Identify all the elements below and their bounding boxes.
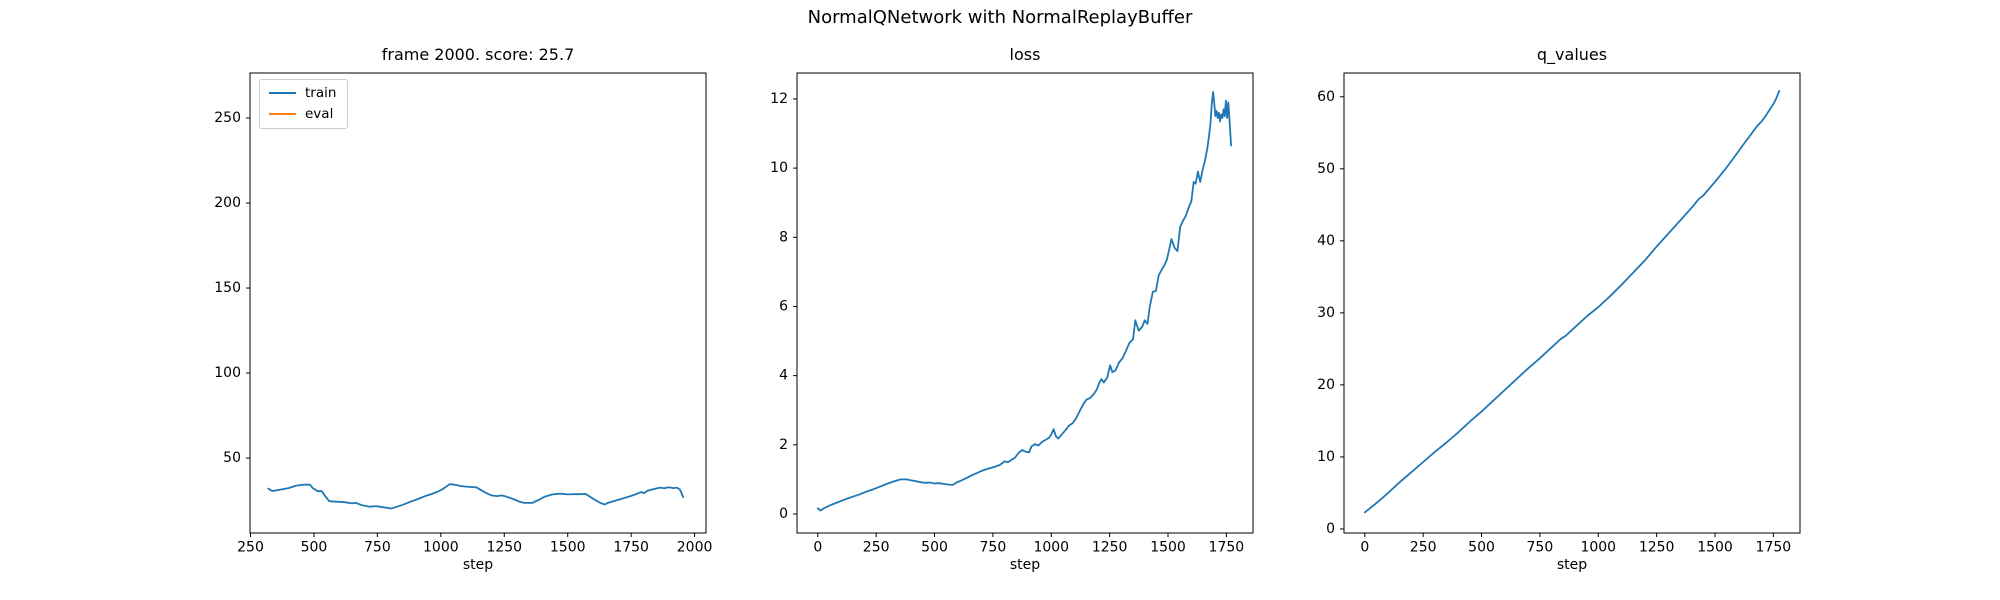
- x-tick-label: 500: [301, 540, 328, 556]
- y-tick-label: 0: [779, 506, 788, 522]
- y-tick-label: 50: [1317, 161, 1335, 177]
- qvalues-plot-title: q_values: [1536, 45, 1608, 64]
- score-plot-xlabel: step: [462, 557, 494, 573]
- x-tick-label: 250: [863, 540, 890, 556]
- x-tick-label: 1500: [550, 540, 586, 556]
- axes-spines: [249, 72, 707, 534]
- legend: train eval: [259, 79, 349, 129]
- legend-label-eval: eval: [305, 106, 334, 122]
- y-tick-label: 100: [214, 365, 241, 381]
- legend-label-train: train: [305, 85, 337, 101]
- x-tick-label: 1750: [1209, 540, 1245, 556]
- x-tick-label: 1250: [1639, 540, 1675, 556]
- y-tick-label: 0: [1326, 521, 1335, 537]
- loss-plot-title: loss: [1009, 45, 1041, 64]
- x-tick-label: 500: [921, 540, 948, 556]
- y-tick-label: 8: [779, 229, 788, 245]
- x-tick-label: 1250: [486, 540, 522, 556]
- x-tick-label: 2000: [677, 540, 713, 556]
- y-tick-label: 50: [223, 450, 241, 466]
- y-tick-label: 30: [1317, 305, 1335, 321]
- x-tick-label: 750: [364, 540, 391, 556]
- x-tick-label: 1500: [1150, 540, 1186, 556]
- score-plot-title: frame 2000. score: 25.7: [381, 45, 575, 64]
- x-tick-label: 1750: [1756, 540, 1792, 556]
- y-tick-label: 20: [1317, 377, 1335, 393]
- q_values-series-line: [1363, 90, 1781, 514]
- x-tick-label: 1000: [423, 540, 459, 556]
- y-tick-label: 150: [214, 280, 241, 296]
- figure-suptitle: NormalQNetwork with NormalReplayBuffer: [807, 7, 1193, 28]
- y-tick-label: 6: [779, 298, 788, 314]
- x-tick-label: 1000: [1580, 540, 1616, 556]
- y-tick-label: 4: [779, 368, 788, 384]
- x-tick-label: 250: [1410, 540, 1437, 556]
- y-tick-label: 40: [1317, 233, 1335, 249]
- x-tick-label: 1500: [1697, 540, 1733, 556]
- train-series-line: [267, 483, 685, 510]
- loss-series-line: [816, 91, 1232, 512]
- y-tick-label: 250: [214, 110, 241, 126]
- x-tick-label: 250: [237, 540, 264, 556]
- y-tick-label: 2: [779, 437, 788, 453]
- x-tick-label: 750: [1527, 540, 1554, 556]
- x-tick-label: 750: [980, 540, 1007, 556]
- axes-spines: [796, 72, 1254, 534]
- axes-spines: [1343, 72, 1801, 534]
- y-tick-label: 60: [1317, 89, 1335, 105]
- legend-entry-eval: eval: [269, 106, 336, 122]
- x-tick-label: 1750: [613, 540, 649, 556]
- y-tick-label: 200: [214, 195, 241, 211]
- qvalues-plot-xlabel: step: [1556, 557, 1588, 573]
- y-tick-label: 10: [1317, 449, 1335, 465]
- eval-line-swatch: [269, 113, 296, 115]
- x-tick-label: 1250: [1092, 540, 1128, 556]
- y-tick-label: 10: [770, 160, 788, 176]
- loss-plot-xlabel: step: [1009, 557, 1041, 573]
- x-tick-label: 1000: [1033, 540, 1069, 556]
- train-line-swatch: [269, 92, 296, 94]
- y-tick-label: 12: [770, 91, 788, 107]
- x-tick-label: 500: [1468, 540, 1495, 556]
- x-tick-label: 0: [813, 540, 822, 556]
- legend-entry-train: train: [269, 85, 336, 101]
- x-tick-label: 0: [1360, 540, 1369, 556]
